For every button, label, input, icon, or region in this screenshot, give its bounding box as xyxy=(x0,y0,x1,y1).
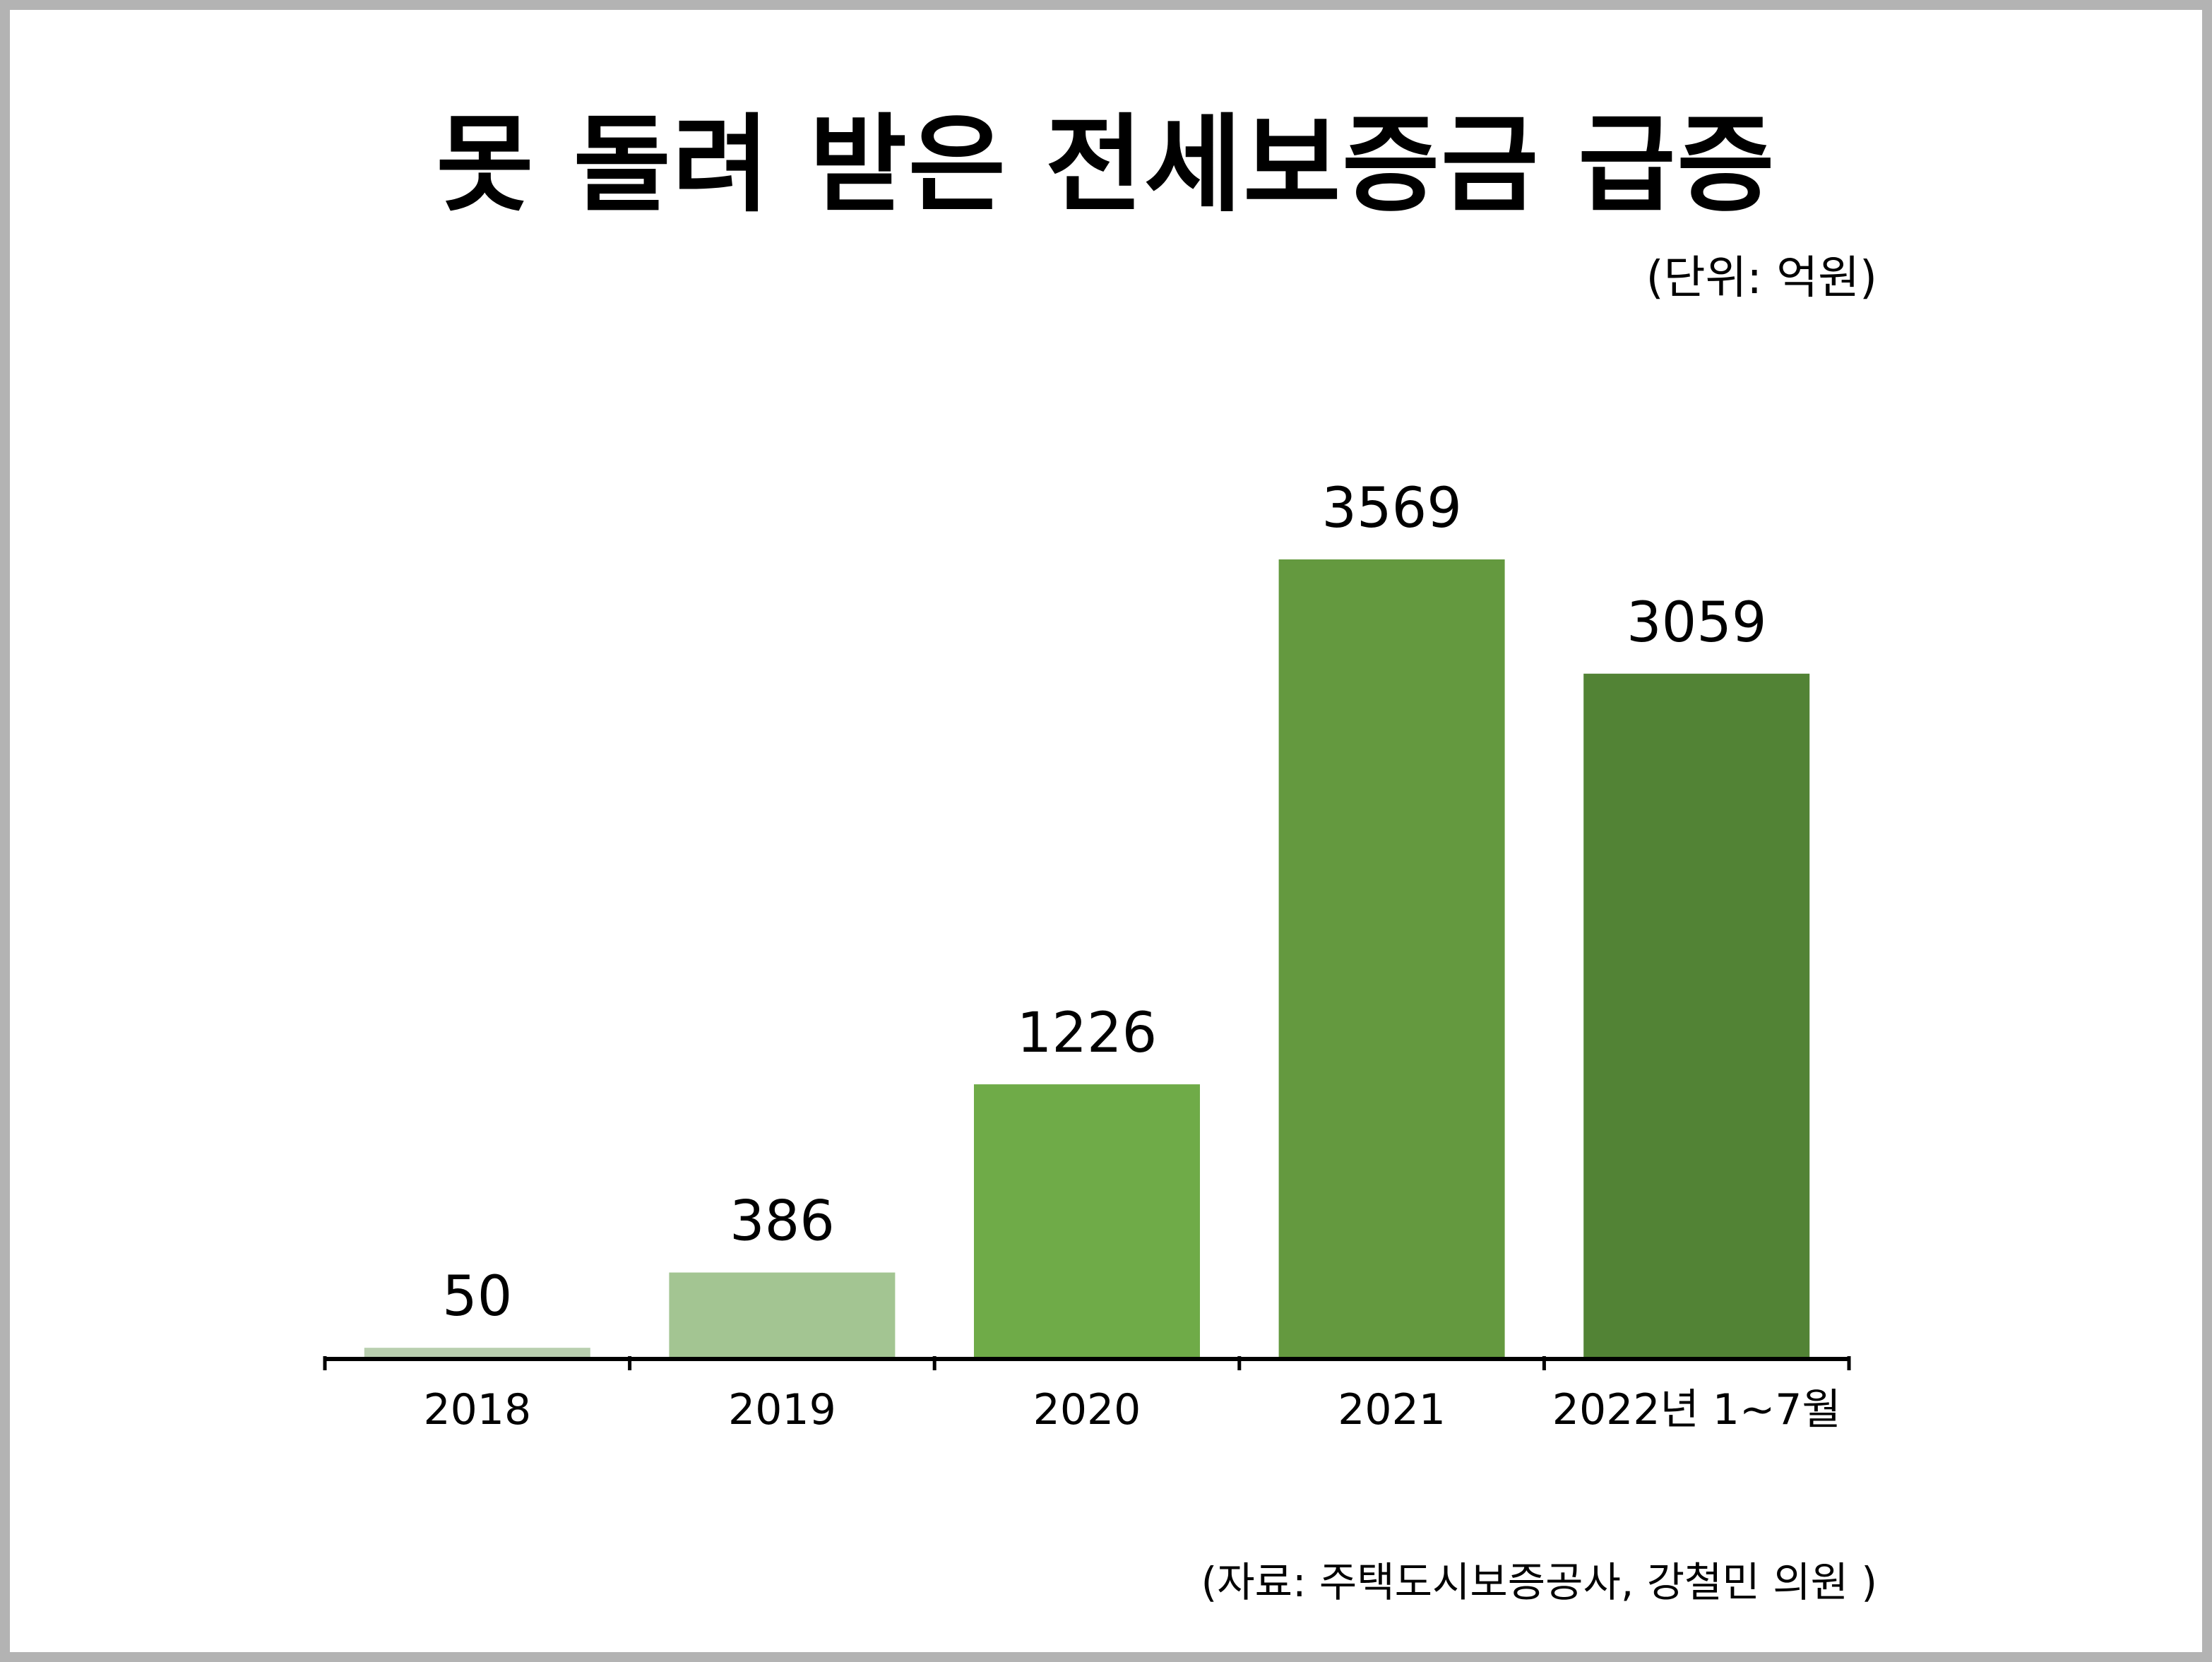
bar-chart: 50 2018 386 2019 1226 2020 3569 2021 3059 2022년 1… xyxy=(323,477,1851,1435)
value-label-1: 386 xyxy=(730,1190,835,1254)
x-tick-label-2: 2020 xyxy=(1033,1385,1141,1435)
value-label-4: 3059 xyxy=(1627,591,1767,655)
bar-1 xyxy=(669,1272,896,1359)
x-tick-label-4: 2022년 1~7월 xyxy=(1552,1385,1841,1435)
x-tick-label-0: 2018 xyxy=(423,1385,531,1435)
unit-note: (단위: 억원) xyxy=(1646,252,1877,304)
value-label-0: 50 xyxy=(442,1265,512,1329)
x-tick-label-1: 2019 xyxy=(728,1385,836,1435)
bar-3 xyxy=(1278,559,1505,1359)
x-tick-label-3: 2021 xyxy=(1338,1385,1446,1435)
bar-4 xyxy=(1583,673,1810,1359)
value-label-3: 3569 xyxy=(1321,477,1462,540)
value-label-2: 1226 xyxy=(1017,1002,1158,1065)
source-note: (자료: 주택도시보증공사, 강철민 의원 ) xyxy=(1201,1558,1877,1606)
chart-frame: 못 돌려 받은 전세보증금 급증 (단위: 억원) 50 2018 386 2019 1… xyxy=(10,10,2202,1652)
bar-2 xyxy=(974,1084,1200,1359)
chart-title: 못 돌려 받은 전세보증금 급증 xyxy=(436,104,1776,227)
bar-0 xyxy=(364,1348,590,1359)
